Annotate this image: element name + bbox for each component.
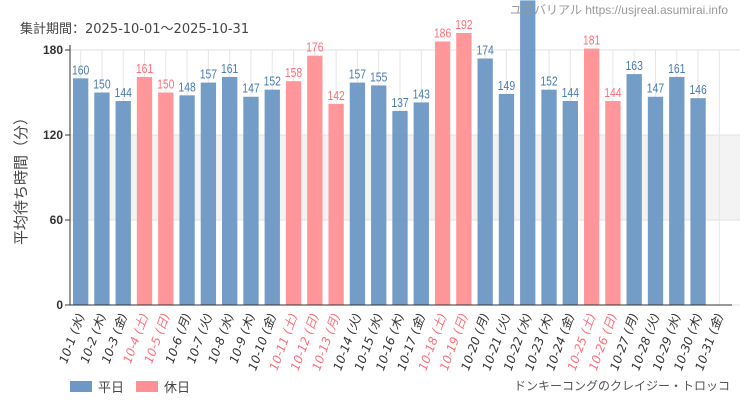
data-label: 152 (264, 75, 281, 89)
bar (264, 89, 280, 306)
bar (136, 76, 153, 306)
bar (669, 76, 685, 306)
y-tick-label: 0 (56, 298, 63, 312)
y-axis-label: 平均待ち時間（分） (12, 110, 30, 245)
watermark: ユニバリアル https://usjreal.asumirai.info (510, 3, 728, 17)
attraction-name: ドンキーコングのクレイジー・トロッコ (513, 379, 730, 393)
bar (434, 41, 451, 305)
data-label: 160 (72, 63, 90, 77)
bar (179, 95, 195, 305)
data-label: 161 (668, 62, 685, 76)
data-label: 150 (93, 77, 111, 91)
bar (72, 78, 89, 305)
data-label: 176 (306, 41, 324, 55)
data-label: 143 (413, 87, 431, 101)
data-label: 157 (349, 68, 366, 82)
legend-swatch-holiday (136, 381, 158, 392)
y-tick-label: 60 (50, 213, 64, 227)
bar (520, 0, 536, 306)
data-label: 181 (583, 34, 600, 48)
data-label: 142 (327, 89, 344, 103)
legend-swatch-weekday (70, 381, 92, 392)
bar (392, 110, 408, 306)
data-label: 147 (647, 82, 664, 96)
bar (583, 48, 600, 305)
data-label: 150 (157, 77, 175, 91)
data-label: 186 (434, 26, 452, 40)
data-label: 192 (455, 18, 472, 32)
bar (498, 93, 515, 306)
y-tick-label: 120 (43, 128, 63, 142)
data-label: 155 (370, 70, 388, 84)
bar (158, 92, 174, 305)
bar (605, 101, 621, 305)
bar (562, 101, 578, 305)
bar (115, 101, 131, 305)
legend-label: 休日 (164, 381, 191, 396)
data-label: 157 (200, 68, 217, 82)
bar (222, 76, 238, 306)
bar (328, 103, 344, 305)
bar (94, 92, 110, 305)
y-tick-label: 180 (43, 43, 63, 57)
data-label: 137 (391, 96, 408, 110)
data-label: 146 (689, 83, 707, 97)
bar (243, 96, 259, 305)
bar (626, 74, 642, 305)
data-label: 144 (115, 86, 133, 100)
bar (307, 55, 323, 305)
data-label: 147 (242, 82, 259, 96)
bar (413, 102, 429, 306)
legend-holiday: 休日 (136, 377, 190, 396)
data-label: 152 (540, 75, 557, 89)
bar (456, 33, 472, 305)
data-label: 144 (562, 86, 580, 100)
bar (647, 96, 664, 305)
data-label: 158 (285, 66, 303, 80)
data-label: 163 (626, 59, 644, 73)
bar (371, 85, 387, 306)
bar (285, 81, 302, 306)
bar (541, 89, 557, 306)
bar (349, 82, 366, 305)
data-label: 144 (604, 86, 622, 100)
data-label: 174 (476, 43, 494, 57)
legend-weekday: 平日 (70, 377, 124, 396)
data-label: 149 (498, 79, 515, 93)
bar (200, 82, 217, 305)
data-label: 161 (221, 62, 238, 76)
data-label: 161 (136, 62, 153, 76)
chart-title: 集計期間：2025-10-01～2025-10-31 (20, 22, 250, 37)
data-label: 148 (178, 80, 196, 94)
bar (477, 58, 493, 305)
bar (690, 98, 706, 306)
legend-label: 平日 (98, 381, 125, 396)
